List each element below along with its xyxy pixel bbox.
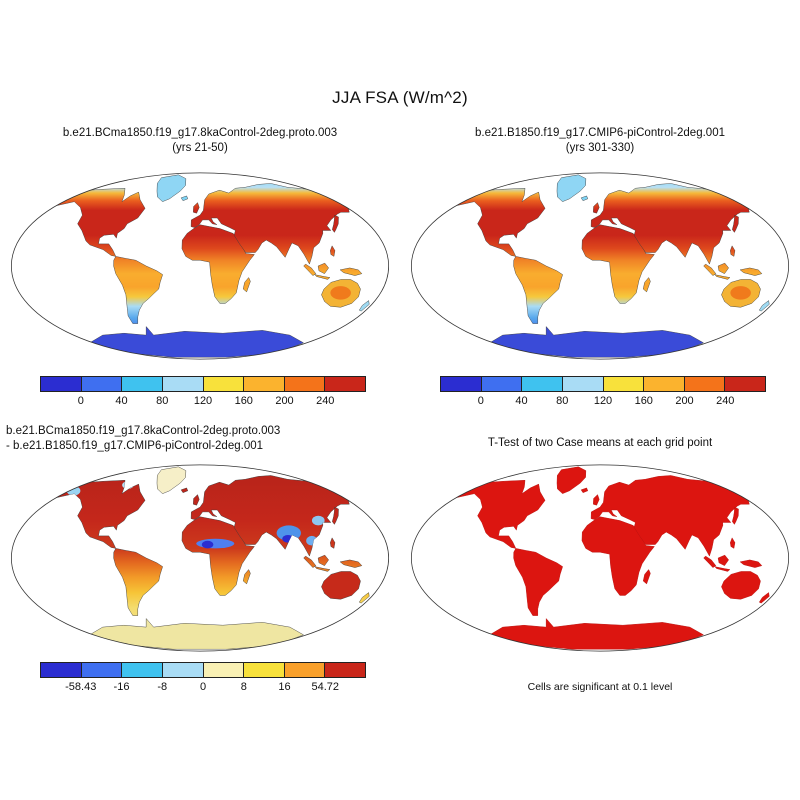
- colorbar-segment: [203, 377, 245, 391]
- colorbar-tick-label: -58.43: [65, 681, 97, 693]
- colorbar-segment: [81, 663, 123, 677]
- colorbar-tick-label: -16: [113, 681, 130, 693]
- colorbar-tick-label: 80: [156, 395, 169, 407]
- colorbar-tick-label: 0: [77, 395, 84, 407]
- colorbar-segment: [284, 663, 326, 677]
- colorbar-segment: [603, 377, 645, 391]
- colorbar-strip: [40, 376, 366, 392]
- world-map-svg: [410, 172, 790, 360]
- ttest-caption: Cells are significant at 0.1 level: [527, 681, 673, 693]
- figure-title: JJA FSA (W/m^2): [332, 88, 468, 107]
- colorbar-segment: [122, 377, 163, 391]
- colorbar-tick-label: 0: [199, 681, 207, 693]
- colorbar-segment: [203, 663, 245, 677]
- colorbar-strip: [40, 662, 366, 678]
- panel-title-top-right-line1: b.e21.B1850.f19_g17.CMIP6-piControl-2deg…: [475, 127, 725, 139]
- colorbar-segment: [122, 663, 163, 677]
- world-map-svg: [410, 464, 790, 652]
- map-outline: [410, 464, 790, 652]
- colorbar-tick-label: 16: [278, 681, 291, 693]
- colorbar-ticks: 0 40 80 120 160 200 240: [40, 392, 366, 408]
- colorbar-tick-label: 240: [716, 395, 735, 407]
- colorbar-segment: [41, 377, 82, 391]
- panel-title-top-right-line2: (yrs 301-330): [565, 142, 635, 154]
- map-bottom-right: [408, 462, 792, 654]
- world-map-svg: [10, 464, 390, 652]
- map-top-right: [408, 170, 792, 362]
- colorbar-tick-label: 0: [477, 395, 484, 407]
- colorbar-ticks: -58.43 -16 -8 0 8 16 54.72: [40, 678, 366, 694]
- colorbar-segment: [481, 377, 523, 391]
- colorbar-segment: [41, 663, 82, 677]
- colorbar-segment: [725, 377, 765, 391]
- colorbar-tick-label: 8: [240, 681, 247, 693]
- panel-title-bottom-left-line2: - b.e21.B1850.f19_g17.CMIP6-piControl-2d…: [6, 440, 264, 452]
- colorbar-tick-label: -8: [157, 681, 168, 693]
- colorbar-tick-label: 240: [316, 395, 335, 407]
- colorbar-tick-label: 40: [515, 395, 528, 407]
- colorbar-segment: [244, 663, 285, 677]
- colorbar-segment: [441, 377, 482, 391]
- colorbar-absolute-right: 0 40 80 120 160 200 240: [440, 376, 766, 412]
- colorbar-tick-label: 120: [193, 395, 213, 407]
- colorbar-segment: [284, 377, 326, 391]
- colorbar-tick-label: 160: [634, 395, 653, 407]
- colorbar-ticks: 0 40 80 120 160 200 240: [440, 392, 766, 408]
- colorbar-segment: [81, 377, 123, 391]
- colorbar-difference: -58.43 -16 -8 0 8 16 54.72: [40, 662, 366, 698]
- map-outline: [410, 172, 790, 360]
- colorbar-segment: [162, 663, 204, 677]
- colorbar-tick-label: 200: [275, 395, 294, 407]
- panel-title-bottom-right: T-Test of two Case means at each grid po…: [487, 437, 713, 449]
- colorbar-segment: [162, 377, 204, 391]
- colorbar-absolute-left: 0 40 80 120 160 200 240: [40, 376, 366, 412]
- map-top-left: [8, 170, 392, 362]
- colorbar-tick-label: 54.72: [311, 681, 340, 693]
- panel-title-bottom-left-line1: b.e21.BCma1850.f19_g17.8kaControl-2deg.p…: [6, 425, 281, 437]
- colorbar-tick-label: 80: [556, 395, 569, 407]
- colorbar-segment: [325, 377, 365, 391]
- colorbar-segment: [244, 377, 285, 391]
- map-bottom-left: [8, 462, 392, 654]
- colorbar-tick-label: 200: [675, 395, 694, 407]
- colorbar-segment: [644, 377, 685, 391]
- colorbar-segment: [522, 377, 563, 391]
- colorbar-tick-label: 40: [115, 395, 128, 407]
- colorbar-segment: [562, 377, 604, 391]
- colorbar-tick-label: 160: [234, 395, 253, 407]
- map-outline: [10, 464, 390, 652]
- colorbar-tick-label: 120: [593, 395, 613, 407]
- panel-title-top-left-line2: (yrs 21-50): [172, 142, 228, 154]
- colorbar-strip: [440, 376, 766, 392]
- world-map-svg: [10, 172, 390, 360]
- map-outline: [10, 172, 390, 360]
- colorbar-segment: [684, 377, 726, 391]
- colorbar-segment: [325, 663, 365, 677]
- panel-title-top-left-line1: b.e21.BCma1850.f19_g17.8kaControl-2deg.p…: [62, 127, 338, 139]
